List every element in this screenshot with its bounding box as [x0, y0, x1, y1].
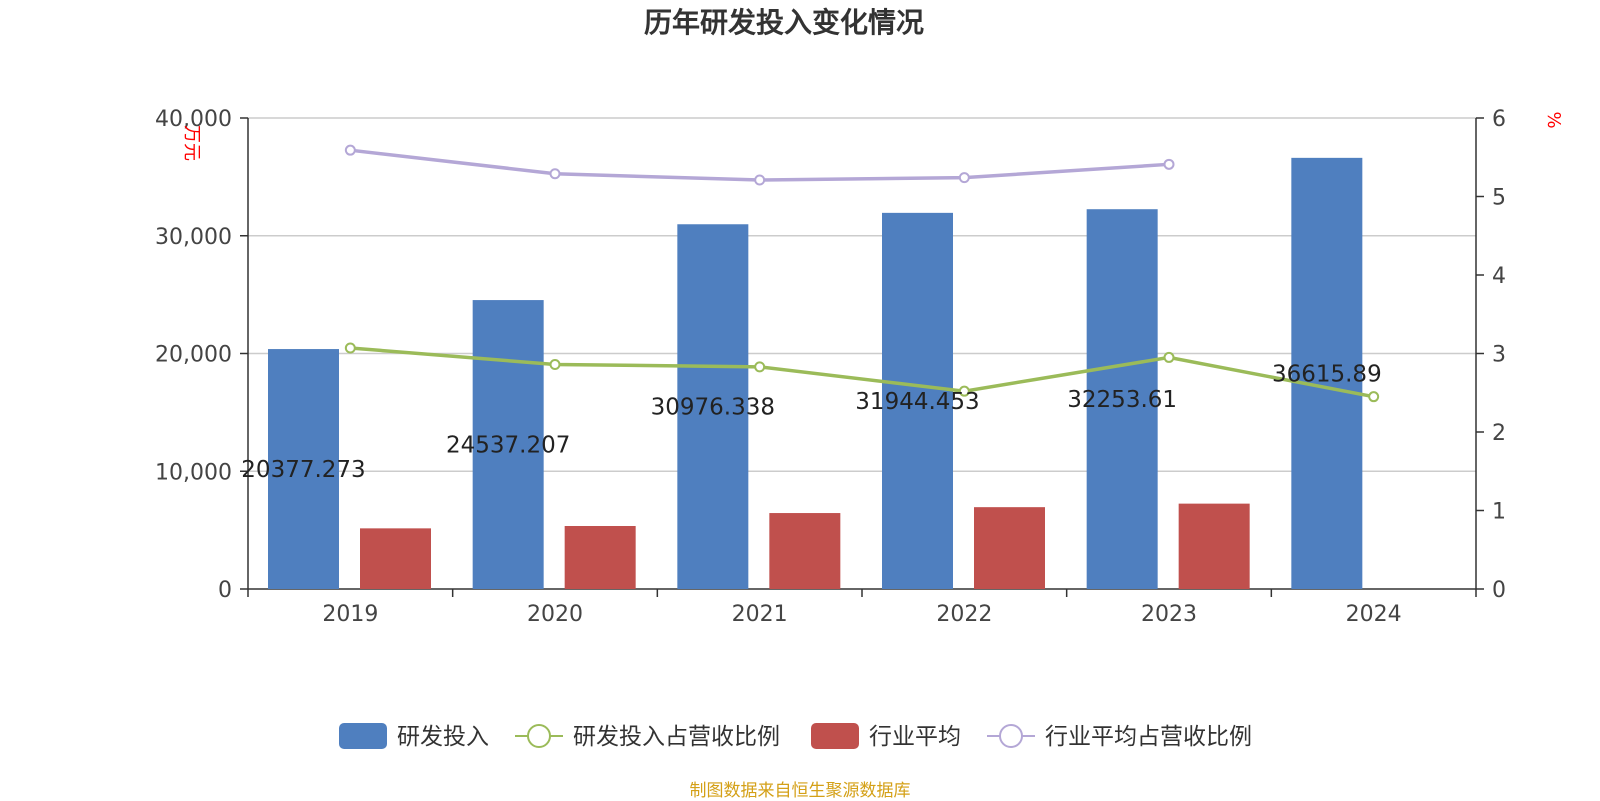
chart-title: 历年研发投入变化情况 — [644, 6, 924, 39]
x-axis-tick-label: 2021 — [732, 602, 788, 627]
bar-industry-average — [1178, 503, 1250, 589]
legend-label: 研发投入占营收比例 — [573, 724, 780, 750]
right-axis-tick-label: 0 — [1492, 578, 1506, 603]
bar-industry-average — [769, 513, 841, 589]
bar-rd-investment — [1086, 209, 1158, 589]
legend: 研发投入 研发投入占营收比例 行业平均 行业平均占营收比例 — [339, 723, 1252, 750]
bar-industry-average — [974, 507, 1045, 589]
point-rd-ratio — [344, 342, 356, 354]
right-axis-tick-label: 1 — [1492, 500, 1506, 525]
point-industry-ratio — [754, 174, 766, 186]
data-label-rd-investment: 30976.338 — [651, 395, 775, 421]
point-rd-ratio — [754, 361, 766, 373]
x-axis-tick-label: 2020 — [527, 602, 583, 627]
data-label-rd-investment: 31944.453 — [855, 389, 979, 415]
left-axis-tick-label: 30,000 — [155, 225, 232, 250]
legend-swatch-marker — [527, 724, 551, 748]
x-axis-tick-label: 2019 — [322, 602, 378, 627]
point-industry-ratio — [549, 168, 561, 180]
legend-label: 行业平均 — [869, 724, 961, 750]
right-axis-tick-label: 2 — [1492, 421, 1506, 446]
bar-industry-average — [360, 528, 431, 589]
x-axis-tick-label: 2023 — [1141, 602, 1197, 627]
legend-label: 行业平均占营收比例 — [1045, 724, 1252, 750]
left-axis-tick-label: 0 — [218, 578, 232, 603]
point-rd-ratio — [1163, 351, 1175, 363]
bar-industry-average — [564, 526, 636, 589]
line-series — [344, 144, 1380, 403]
x-axis-tick-label: 2024 — [1346, 602, 1402, 627]
line-rd-ratio — [350, 346, 1374, 399]
point-industry-ratio — [1163, 158, 1175, 170]
right-axis-tick-label: 5 — [1492, 186, 1506, 211]
data-label-rd-investment: 32253.61 — [1067, 387, 1177, 413]
bar-rd-investment — [677, 224, 749, 590]
point-industry-ratio — [958, 172, 970, 184]
legend-swatch-bar — [339, 723, 387, 749]
left-axis-unit: 万元 — [181, 125, 202, 161]
left-axis-tick-label: 20,000 — [155, 343, 232, 368]
legend-swatch-bar — [811, 723, 859, 749]
right-axis-tick-label: 4 — [1492, 264, 1506, 289]
bars — [268, 157, 1363, 590]
point-rd-ratio — [958, 385, 970, 397]
right-axis-tick-label: 6 — [1492, 107, 1506, 132]
source-footer: 制图数据来自恒生聚源数据库 — [689, 781, 911, 801]
right-axis-tick-label: 3 — [1492, 343, 1506, 368]
left-axis-tick-label: 40,000 — [155, 107, 232, 132]
data-label-rd-investment: 20377.273 — [241, 457, 365, 483]
data-labels: 20377.273 24537.207 30976.338 31944.453 3225… — [241, 361, 1381, 483]
bar-rd-investment — [472, 300, 544, 589]
axes: 0 10,000 20,000 30,000 40,000 0 1 2 3 4 5 6 万元% 2019 2… — [155, 107, 1564, 627]
grid-lines — [248, 117, 1476, 472]
legend-label: 研发投入 — [397, 724, 489, 750]
data-label-rd-investment: 36615.89 — [1272, 361, 1382, 387]
bar-rd-investment — [882, 212, 953, 589]
x-axis-tick-label: 2022 — [936, 602, 992, 627]
point-industry-ratio — [344, 144, 356, 156]
legend-swatch-marker — [999, 724, 1023, 748]
point-rd-ratio — [1368, 391, 1380, 403]
left-axis-tick-label: 10,000 — [155, 460, 232, 485]
bar-rd-investment — [268, 349, 339, 589]
point-rd-ratio — [549, 358, 561, 370]
bar-rd-investment — [1291, 157, 1363, 589]
right-axis-unit: % — [1543, 111, 1564, 128]
data-label-rd-investment: 24537.207 — [446, 433, 570, 459]
